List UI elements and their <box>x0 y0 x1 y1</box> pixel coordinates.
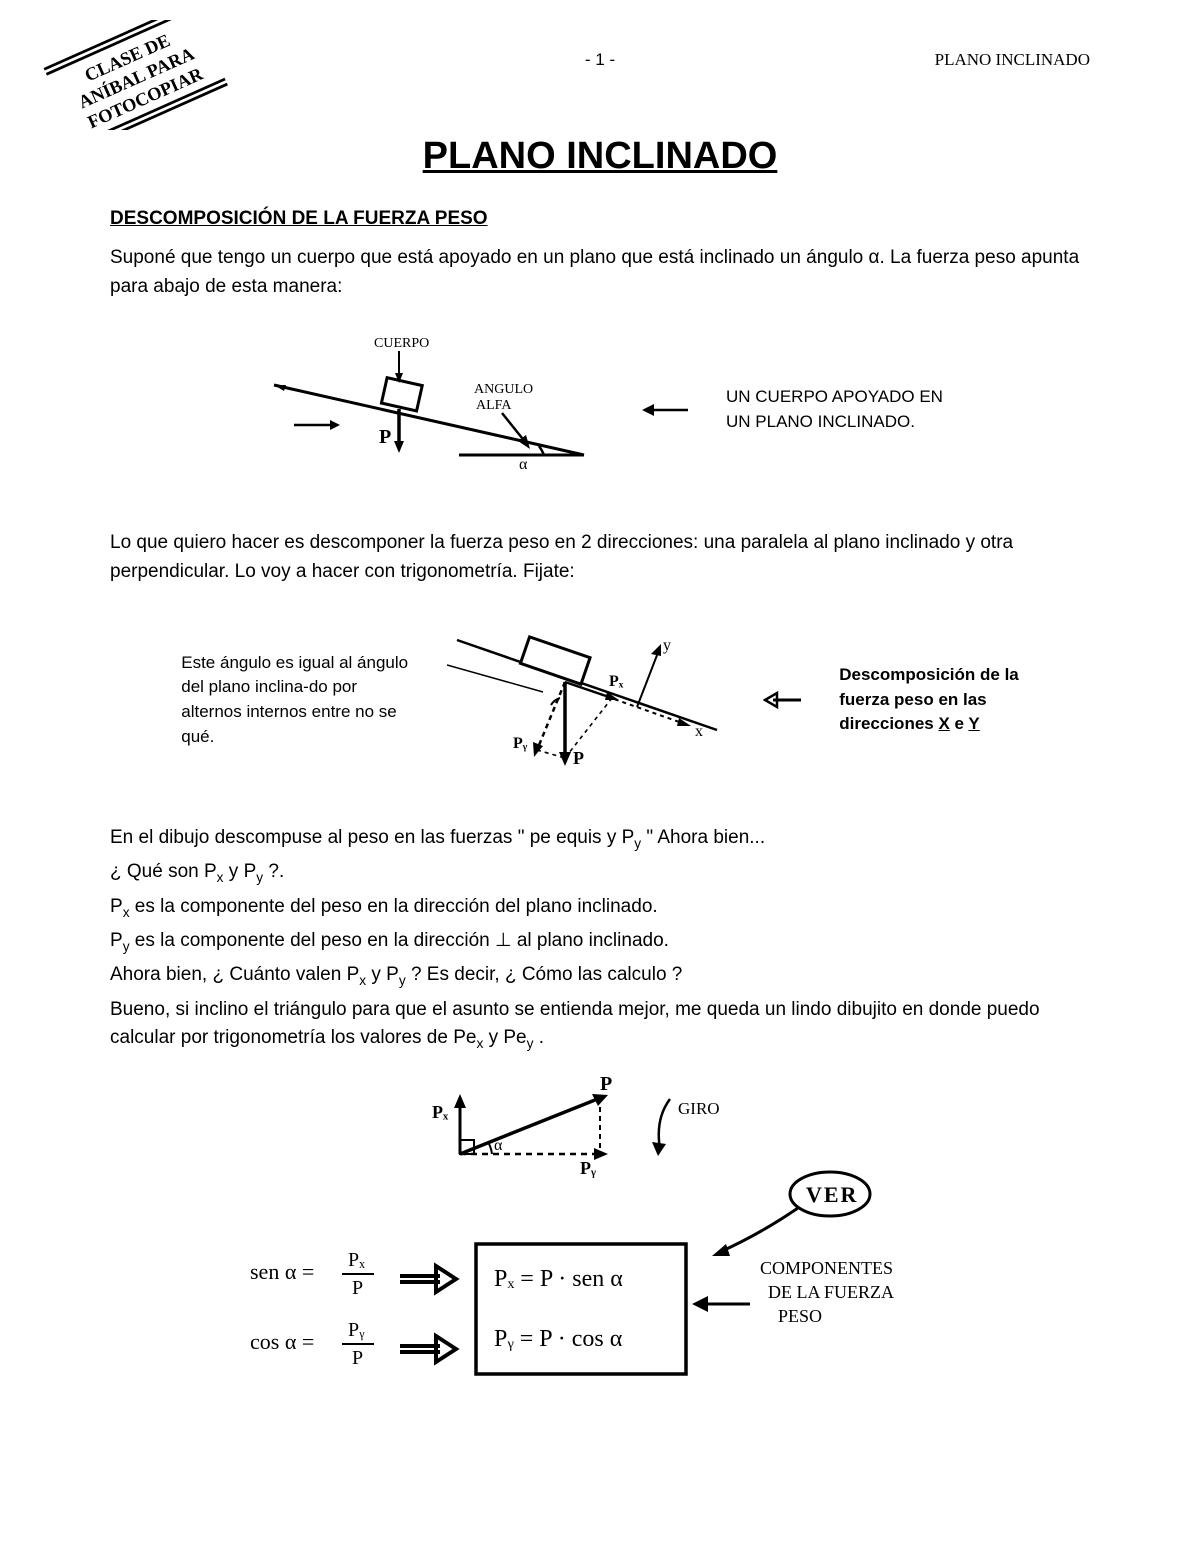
svg-text:sen α =: sen α = <box>250 1259 314 1284</box>
para-3f: Bueno, si inclino el triángulo para que … <box>110 996 1090 1055</box>
svg-text:Pₓ: Pₓ <box>609 673 624 690</box>
svg-text:Pᵧ = P · cos α: Pᵧ = P · cos α <box>494 1326 623 1352</box>
svg-text:Pₓ: Pₓ <box>432 1102 449 1122</box>
section-heading: DESCOMPOSICIÓN DE LA FUERZA PESO <box>110 208 1090 230</box>
para-3b: ¿ Qué son Px y Py ?. <box>110 858 1090 888</box>
figure-1-caption: UN CUERPO APOYADO EN UN PLANO INCLINADO. <box>726 385 956 434</box>
svg-text:α: α <box>519 456 528 473</box>
svg-text:Pᵧ: Pᵧ <box>348 1319 365 1341</box>
svg-text:x: x <box>695 723 703 740</box>
para-intro: Suponé que tengo un cuerpo que está apoy… <box>110 244 1090 301</box>
para-3c: Px es la componente del peso en la direc… <box>110 893 1090 923</box>
svg-text:ANGULO: ANGULO <box>474 382 533 397</box>
figure-2-decomposition: x y P Pₓ Pᵧ <box>447 610 727 790</box>
para-3a: En el dibujo descompuse al peso en las f… <box>110 824 1090 854</box>
para-decompose: Lo que quiero hacer es descomponer la fu… <box>110 529 1090 586</box>
svg-text:Pₓ: Pₓ <box>348 1249 365 1271</box>
svg-text:P: P <box>600 1074 612 1095</box>
figure-1-arrow-icon <box>640 398 690 422</box>
svg-text:Pᵧ: Pᵧ <box>513 735 528 752</box>
figure-2-right-caption: Descomposición de la fuerza peso en las … <box>839 663 1019 737</box>
figure-1-incline: α P CUERPO ANGULO ALFA <box>244 325 604 495</box>
figure-2-left-caption: Este ángulo es igual al ángulo del plano… <box>181 651 411 750</box>
header-right: PLANO INCLINADO <box>935 50 1090 70</box>
svg-text:VER: VER <box>806 1182 858 1207</box>
svg-text:CUERPO: CUERPO <box>374 336 429 351</box>
figure-2-row: Este ángulo es igual al ángulo del plano… <box>110 610 1090 790</box>
svg-text:Pᵧ: Pᵧ <box>580 1158 596 1178</box>
svg-text:COMPONENTES: COMPONENTES <box>760 1258 893 1278</box>
svg-text:P: P <box>352 1277 363 1299</box>
svg-text:ALFA: ALFA <box>476 398 512 413</box>
svg-text:P: P <box>573 748 584 768</box>
svg-text:Pₓ = P · sen α: Pₓ = P · sen α <box>494 1266 623 1292</box>
svg-text:GIRO: GIRO <box>678 1099 720 1118</box>
figure-1-row: α P CUERPO ANGULO ALFA <box>110 325 1090 495</box>
svg-text:cos α =: cos α = <box>250 1329 314 1354</box>
svg-text:PESO: PESO <box>778 1306 822 1326</box>
page-number: - 1 - <box>585 50 615 70</box>
figure-3-triangle-and-formulas: Pₓ Pᵧ P α GIRO <box>230 1074 970 1394</box>
svg-text:DE LA FUERZA: DE LA FUERZA <box>768 1282 894 1302</box>
para-3d: Py es la componente del peso en la direc… <box>110 927 1090 957</box>
para-3e: Ahora bien, ¿ Cuánto valen Px y Py ? Es … <box>110 961 1090 991</box>
svg-text:P: P <box>352 1347 363 1369</box>
page-title: PLANO INCLINADO <box>110 135 1090 178</box>
svg-text:y: y <box>663 637 671 654</box>
svg-text:P: P <box>379 426 391 448</box>
svg-text:α: α <box>494 1137 503 1154</box>
figure-2-arrow-icon <box>763 688 803 712</box>
